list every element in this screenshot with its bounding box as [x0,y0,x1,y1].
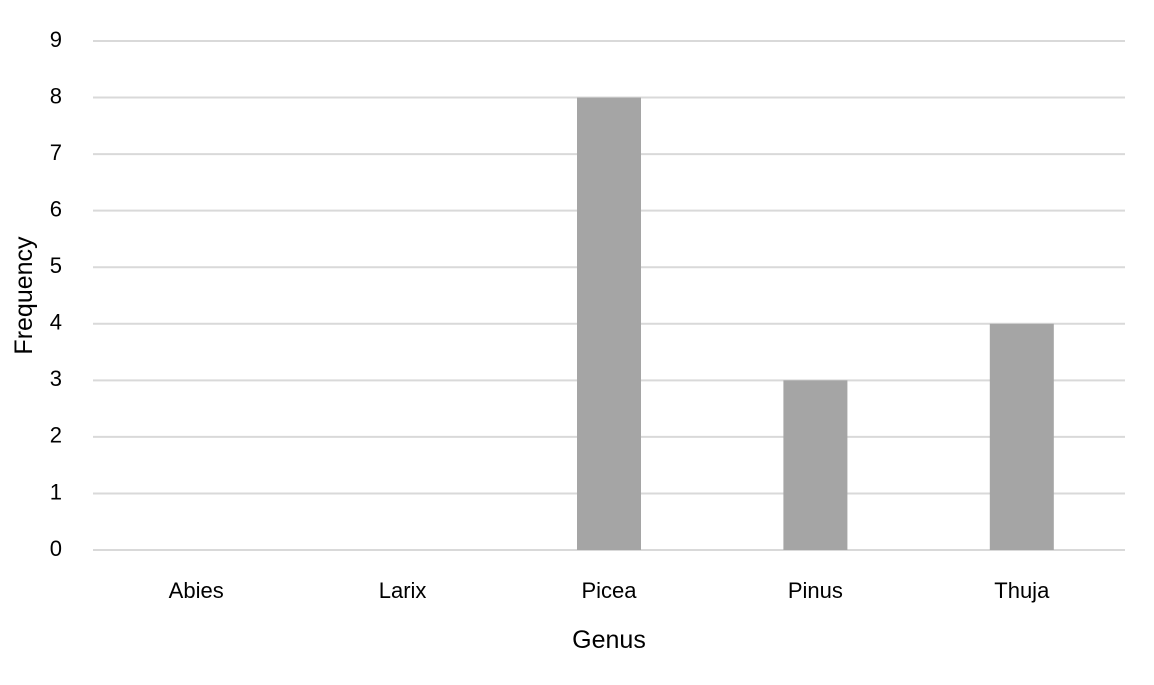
bar-picea [577,97,641,551]
y-tick-label: 9 [50,27,62,52]
y-tick-label: 7 [50,140,62,165]
bar-pinus [783,380,848,550]
y-tick-label: 8 [50,83,62,108]
y-axis-ticks: 0 1 2 3 4 5 6 7 8 9 [50,27,62,561]
y-tick-label: 6 [50,196,62,221]
y-tick-label: 1 [50,479,62,504]
x-tick-label: Picea [581,578,637,603]
y-tick-label: 2 [50,423,62,448]
x-tick-label: Larix [379,578,427,603]
y-tick-label: 5 [50,253,62,278]
x-tick-label: Pinus [788,578,843,603]
x-tick-label: Abies [169,578,224,603]
y-tick-label: 4 [50,310,62,335]
y-tick-label: 0 [50,536,62,561]
y-axis-title: Frequency [10,236,38,355]
y-tick-label: 3 [50,366,62,391]
bar-thuja [989,323,1054,550]
bars [577,97,1054,551]
x-tick-label: Thuja [994,578,1050,603]
x-axis-title: Genus [572,626,646,654]
x-axis-ticks: Abies Larix Picea Pinus Thuja [169,578,1050,603]
